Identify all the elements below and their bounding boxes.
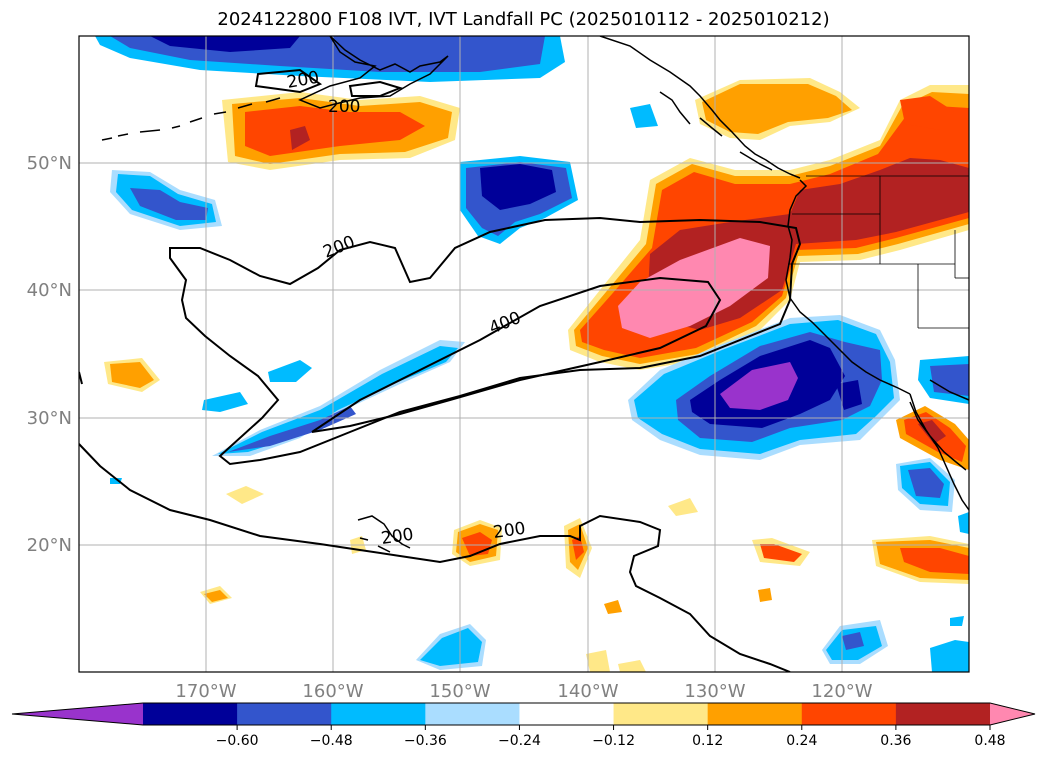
graticule — [79, 36, 969, 672]
colorbar-segment — [425, 703, 520, 725]
pc-positive-region — [290, 126, 310, 150]
colorbar-tick-label: −0.12 — [592, 733, 635, 749]
pc-negative-region — [842, 632, 864, 650]
pc-positive-region — [702, 84, 852, 134]
colorbar-segment — [801, 703, 897, 725]
lon-label-140w: 140°W — [557, 681, 618, 702]
pc-negative-region — [110, 478, 122, 484]
pc-positive-region — [760, 544, 802, 562]
pc-negative-region — [480, 164, 556, 210]
ivt-contour-200 — [79, 443, 791, 672]
aleutian-islands — [101, 97, 281, 141]
mexico-coast — [929, 379, 969, 401]
ivt-contour-200 — [348, 80, 404, 97]
colorbar-tick-label: 0.24 — [786, 733, 817, 749]
pc-positive-region — [245, 106, 425, 156]
pc-positive-region — [586, 650, 610, 672]
pc-positive-region — [918, 420, 946, 444]
pc-negative-region — [908, 468, 944, 498]
pc-positive-region — [226, 486, 264, 504]
pc-positive-region — [618, 660, 646, 672]
ivt-contour-200 — [254, 68, 323, 94]
colorbar-tick-label: −0.48 — [310, 733, 353, 749]
colorbar-extend-min — [12, 703, 143, 725]
pc-positive-region — [900, 96, 955, 130]
pc-negative-region — [228, 406, 356, 452]
lon-label-150w: 150°W — [429, 681, 490, 702]
map-frame — [78, 35, 970, 673]
shaded-pc-field: 200 200 200 400 200 200 — [79, 36, 969, 672]
pc-positive-region — [618, 238, 770, 338]
pc-negative-region — [958, 512, 969, 534]
us-west-coast — [785, 179, 911, 395]
political-borders — [788, 175, 969, 329]
colorbar-tick-label: 0.48 — [974, 733, 1005, 749]
pc-negative-region — [202, 392, 248, 412]
ivt-contours — [79, 68, 802, 672]
pc-positive-region — [604, 600, 622, 614]
lon-label-120w: 120°W — [811, 681, 872, 702]
pc-negative-region — [930, 364, 969, 396]
colorbar-tick-label: −0.36 — [404, 733, 447, 749]
lat-label-30: 30°N — [27, 408, 72, 429]
hawaii-islands — [357, 515, 411, 553]
pc-positive-region — [668, 498, 698, 516]
colorbar-tick-label: −0.60 — [216, 733, 259, 749]
pc-negative-region — [720, 362, 798, 410]
pc-negative-region — [630, 104, 658, 128]
ivt-contour-200 — [169, 216, 802, 466]
colorbar-segment — [143, 703, 238, 725]
colorbar-segment — [237, 703, 332, 725]
contour-label: 200 — [328, 97, 360, 117]
lat-label-40: 40°N — [27, 280, 72, 301]
alaska-coastline — [298, 36, 449, 109]
lat-axis-labels: 20°N 30°N 40°N 50°N — [27, 153, 72, 556]
pc-negative-region — [150, 36, 300, 52]
map-title: 2024122800 F108 IVT, IVT Landfall PC (20… — [217, 9, 830, 30]
pc-negative-region — [930, 640, 969, 672]
contour-label: 200 — [492, 519, 527, 543]
colorbar-segment — [613, 703, 709, 725]
colorbar-segment — [895, 703, 991, 725]
pc-negative-region — [420, 628, 482, 666]
pc-negative-region — [950, 616, 964, 626]
colorbar: −0.60 −0.48 −0.36 −0.24 −0.12 0.12 0.24 0.36 0.4… — [11, 702, 1036, 749]
lon-label-130w: 130°W — [684, 681, 745, 702]
pc-positive-region — [572, 536, 584, 560]
colorbar-segment — [707, 703, 803, 725]
lon-label-170w: 170°W — [175, 681, 236, 702]
contour-label: 200 — [380, 525, 415, 549]
colorbar-extend-max — [990, 703, 1035, 725]
baja-coast — [909, 393, 969, 511]
pc-positive-region — [900, 548, 969, 574]
ivt-contour-400 — [311, 276, 722, 433]
colorbar-tick-label: 0.12 — [692, 733, 723, 749]
coastlines — [101, 36, 969, 553]
pc-positive-region — [758, 588, 772, 602]
colorbar-outline — [11, 702, 1036, 726]
pc-positive-region — [204, 590, 228, 602]
lon-axis-labels: 170°W 160°W 150°W 140°W 130°W 120°W — [175, 681, 872, 702]
alaska-panhandle-coast — [599, 36, 801, 179]
colorbar-tick-label: 0.36 — [880, 733, 911, 749]
lat-label-50: 50°N — [27, 153, 72, 174]
lat-label-20: 20°N — [27, 535, 72, 556]
colorbar-segment — [519, 703, 615, 725]
pc-positive-region — [110, 362, 154, 388]
pc-negative-region — [218, 346, 458, 454]
lon-label-160w: 160°W — [302, 681, 363, 702]
pc-negative-region — [268, 360, 312, 382]
colorbar-segment — [331, 703, 426, 725]
bc-islands — [659, 91, 773, 171]
colorbar-tick-label: −0.24 — [498, 733, 541, 749]
pc-negative-region — [130, 188, 208, 220]
